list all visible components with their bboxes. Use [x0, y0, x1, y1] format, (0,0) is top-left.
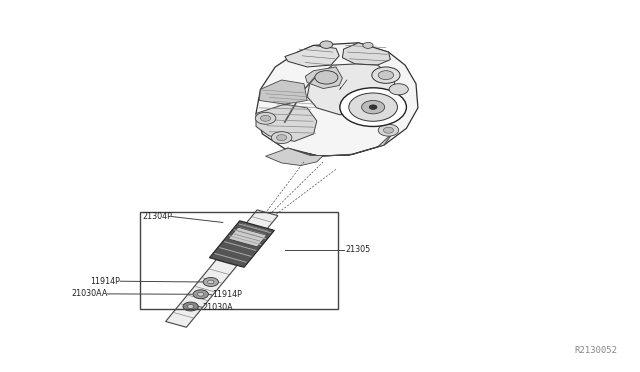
Circle shape — [198, 292, 204, 296]
Circle shape — [340, 88, 406, 126]
Circle shape — [193, 290, 209, 299]
Circle shape — [188, 305, 194, 308]
Circle shape — [363, 42, 373, 48]
Text: 21030A: 21030A — [202, 303, 233, 312]
Circle shape — [271, 132, 292, 144]
Circle shape — [383, 127, 394, 133]
Circle shape — [320, 41, 333, 48]
Text: 21305: 21305 — [346, 246, 371, 254]
Polygon shape — [266, 148, 323, 166]
Circle shape — [203, 278, 218, 286]
Polygon shape — [166, 210, 278, 327]
Polygon shape — [342, 43, 390, 65]
Circle shape — [260, 115, 271, 121]
Circle shape — [255, 112, 276, 124]
Circle shape — [378, 124, 399, 136]
Polygon shape — [307, 64, 397, 115]
Circle shape — [389, 84, 408, 95]
Bar — [140, 212, 338, 309]
Circle shape — [315, 71, 338, 84]
Text: 11914P: 11914P — [212, 291, 242, 299]
Polygon shape — [256, 104, 317, 141]
Polygon shape — [209, 221, 275, 267]
Text: R2130052: R2130052 — [575, 346, 618, 355]
Polygon shape — [259, 80, 307, 104]
Circle shape — [369, 105, 377, 109]
Circle shape — [378, 71, 394, 80]
Circle shape — [362, 100, 385, 114]
Text: 21304P: 21304P — [142, 212, 172, 221]
Text: 11914P: 11914P — [90, 277, 120, 286]
Text: 21030AA: 21030AA — [71, 289, 108, 298]
Circle shape — [183, 302, 198, 311]
Polygon shape — [305, 67, 342, 89]
Polygon shape — [228, 227, 267, 247]
Circle shape — [372, 67, 400, 83]
Polygon shape — [285, 45, 339, 67]
Polygon shape — [285, 132, 394, 156]
Circle shape — [276, 135, 287, 141]
Circle shape — [349, 93, 397, 121]
Circle shape — [207, 280, 214, 284]
Polygon shape — [256, 43, 418, 156]
